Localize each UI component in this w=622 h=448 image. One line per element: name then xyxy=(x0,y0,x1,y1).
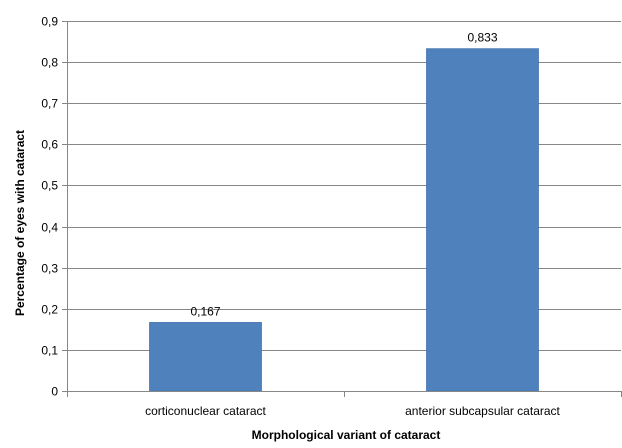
gridlines xyxy=(67,21,621,351)
data-label: 0,167 xyxy=(190,304,220,318)
y-tick-label: 0,5 xyxy=(41,179,58,193)
x-axis-title: Morphological variant of cataract xyxy=(252,428,441,442)
y-tick-label: 0,1 xyxy=(41,344,58,358)
bars xyxy=(149,48,539,392)
data-label: 0,833 xyxy=(467,31,497,45)
y-tick-label: 0,9 xyxy=(41,15,58,29)
y-tick-label: 0,3 xyxy=(41,262,58,276)
y-tick-label: 0,6 xyxy=(41,138,58,152)
y-tick-label: 0,2 xyxy=(41,303,58,317)
bar xyxy=(426,48,539,392)
data-labels: 0,167 0,833 xyxy=(190,31,497,319)
y-tick-label: 0,7 xyxy=(41,97,58,111)
y-axis-title: Percentage of eyes with cataract xyxy=(13,130,27,316)
x-category-labels: corticonuclear cataract anterior subcapsu… xyxy=(145,404,560,418)
x-category-label: anterior subcapsular cataract xyxy=(405,404,560,418)
y-tick-label: 0,4 xyxy=(41,221,58,235)
y-tick-label: 0,8 xyxy=(41,56,58,70)
bar xyxy=(149,322,262,392)
x-category-label: corticonuclear cataract xyxy=(145,404,266,418)
y-tick-label: 0 xyxy=(51,385,58,399)
y-tick-labels: 0 0,1 0,2 0,3 0,4 0,5 0,6 0,7 0,8 0,9 xyxy=(41,15,58,399)
axes xyxy=(62,21,622,397)
